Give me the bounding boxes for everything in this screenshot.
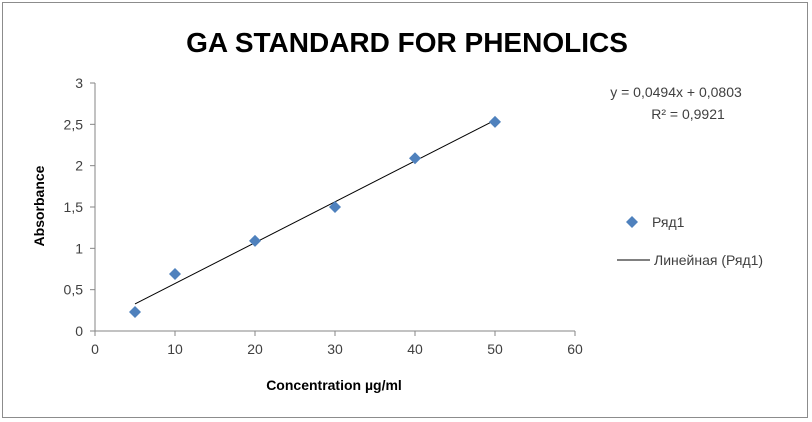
y-tick-label: 2 bbox=[75, 158, 83, 174]
data-point bbox=[329, 201, 341, 213]
data-points bbox=[129, 115, 501, 318]
y-tick-label: 1 bbox=[75, 240, 83, 256]
data-point bbox=[129, 305, 141, 318]
x-tick-label: 40 bbox=[407, 341, 423, 357]
x-tick-labels: 0 10 20 30 40 50 60 bbox=[91, 331, 583, 357]
x-tick-label: 30 bbox=[327, 341, 343, 357]
data-point bbox=[489, 115, 501, 128]
y-tick-label: 0 bbox=[75, 323, 83, 339]
data-point bbox=[409, 152, 421, 165]
chart-frame bbox=[2, 2, 808, 418]
legend-series-label: Ряд1 bbox=[652, 214, 685, 230]
r-squared-label: R² = 0,9921 bbox=[651, 106, 725, 122]
chart-title: GA STANDARD FOR PHENOLICS bbox=[186, 27, 628, 58]
data-point bbox=[169, 267, 181, 280]
x-axis-label: Concentration µg/ml bbox=[266, 377, 402, 393]
y-tick-label: 0,5 bbox=[64, 282, 84, 298]
legend: Ряд1 Линейная (Ряд1) bbox=[617, 214, 763, 268]
x-tick-label: 20 bbox=[247, 341, 263, 357]
legend-marker-icon bbox=[626, 216, 638, 228]
y-tick-label: 2,5 bbox=[64, 116, 84, 132]
y-axis-label: Absorbance bbox=[31, 165, 47, 246]
x-tick-label: 50 bbox=[487, 341, 503, 357]
trendline-equation: y = 0,0494x + 0,0803 bbox=[610, 84, 742, 100]
legend-trendline-label: Линейная (Ряд1) bbox=[654, 252, 763, 268]
y-tick-labels: 0 0,5 1 1,5 2 2,5 3 bbox=[64, 75, 95, 339]
x-tick-label: 10 bbox=[167, 341, 183, 357]
y-tick-label: 3 bbox=[75, 75, 83, 91]
x-tick-label: 60 bbox=[567, 341, 583, 357]
trendline bbox=[134, 119, 496, 305]
x-tick-label: 0 bbox=[91, 341, 99, 357]
data-point bbox=[249, 234, 261, 247]
y-tick-label: 1,5 bbox=[64, 199, 84, 215]
